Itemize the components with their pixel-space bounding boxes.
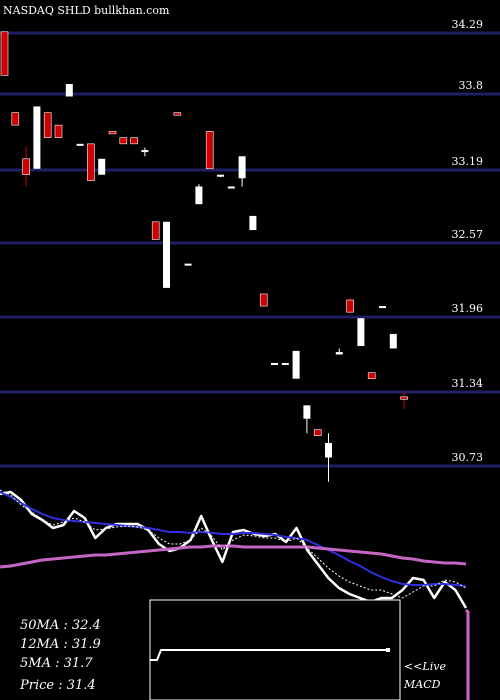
- ma-line-5ma: [0, 490, 468, 609]
- candle-body: [163, 221, 170, 288]
- macd-live-label: <<Live: [404, 660, 446, 673]
- price-gridlines: [0, 31, 500, 468]
- y-tick-label: 30.73: [452, 451, 484, 464]
- y-tick-label: 33.8: [459, 79, 484, 92]
- candle-body: [400, 396, 408, 400]
- candle-body: [389, 333, 397, 349]
- y-tick-label: 32.57: [452, 228, 484, 241]
- y-tick-label: 31.34: [452, 377, 484, 390]
- candle-body: [54, 124, 63, 138]
- candle-body: [22, 158, 30, 176]
- stat-12ma: 12MA : 31.9: [20, 637, 101, 652]
- candle-body: [335, 352, 343, 355]
- candle-body: [357, 318, 365, 347]
- macd-histogram-edge: [464, 608, 470, 700]
- stat-price: Price : 31.4: [19, 678, 96, 693]
- candle-body: [259, 293, 268, 307]
- y-tick-label: 31.96: [452, 302, 484, 315]
- candle-body: [108, 131, 117, 135]
- candle-body: [151, 221, 160, 240]
- macd-panel: [149, 599, 470, 700]
- candle-body: [313, 429, 322, 436]
- macd-label: MACD: [403, 678, 441, 691]
- candle-body: [238, 156, 246, 179]
- y-tick-label: 33.19: [452, 155, 484, 168]
- macd-line: [150, 649, 388, 661]
- candle-body: [217, 174, 224, 177]
- moving-average-lines: [0, 489, 468, 609]
- candle-body: [33, 106, 41, 169]
- candle-body: [205, 131, 214, 170]
- candle-body: [249, 215, 257, 231]
- candle-body: [227, 186, 235, 189]
- candle-body: [98, 158, 106, 175]
- candle-body: [173, 112, 182, 116]
- stat-50ma: 50MA : 32.4: [20, 618, 101, 633]
- ma-line-ref: [0, 489, 467, 599]
- candle-body: [43, 112, 52, 138]
- candle-body: [141, 150, 149, 153]
- candle-body: [292, 350, 300, 379]
- candle-body: [379, 306, 386, 309]
- candle-body: [281, 362, 289, 365]
- candle-body: [76, 143, 84, 146]
- candle-body: [303, 405, 311, 419]
- ma-line-50ma: [0, 544, 467, 569]
- candle-body: [119, 137, 128, 145]
- macd-line-tail: [386, 648, 390, 652]
- stats-block: 50MA : 32.4 12MA : 31.9 5MA : 31.7 Price…: [19, 618, 101, 693]
- candlesticks: [0, 31, 408, 482]
- chart-header: NASDAQ SHLD bullkhan.com: [3, 4, 170, 17]
- y-tick-label: 34.29: [452, 18, 484, 31]
- candle-body: [87, 143, 95, 181]
- candle-body: [346, 299, 354, 313]
- candle-body: [65, 84, 73, 97]
- candle-body: [130, 137, 138, 145]
- ma-line-12ma: [0, 491, 467, 587]
- price-axis: 34.29 33.8 33.19 32.57 31.96 31.34 30.73: [452, 18, 484, 464]
- candle-body: [195, 186, 203, 205]
- candle-body: [0, 31, 9, 76]
- candle-body: [184, 263, 192, 266]
- candle-body: [325, 442, 332, 458]
- candle-body: [367, 372, 376, 379]
- candle-body: [11, 112, 20, 126]
- candle-body: [271, 362, 278, 365]
- stat-5ma: 5MA : 31.7: [20, 656, 93, 671]
